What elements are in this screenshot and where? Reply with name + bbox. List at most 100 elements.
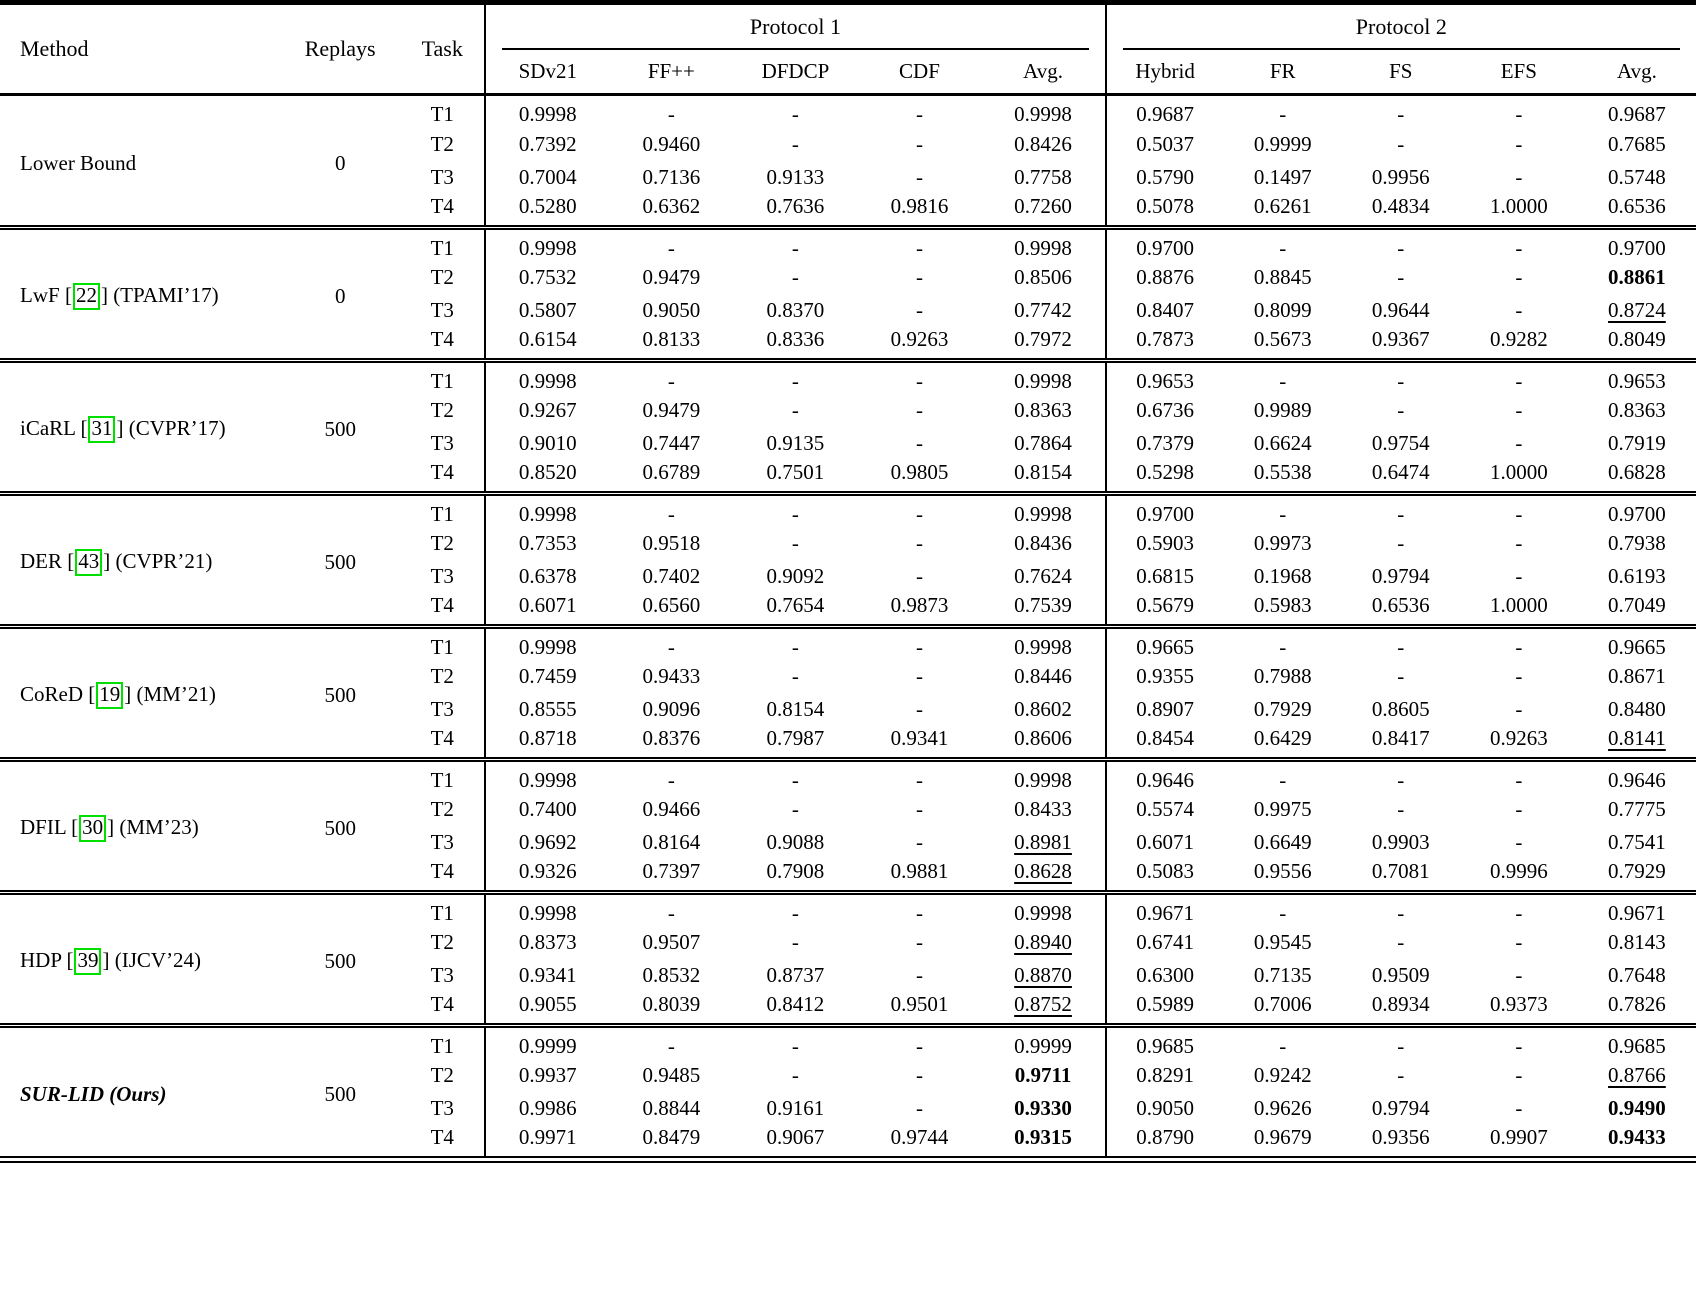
score-cell: 0.9805	[890, 459, 949, 484]
score-cell: -	[915, 929, 923, 954]
task-cell: T4	[430, 592, 454, 617]
score-cell: 0.8143	[1608, 929, 1666, 954]
score-cell: 0.9466	[642, 796, 701, 821]
citation-link[interactable]: 22	[72, 283, 100, 310]
score-cell: 0.8099	[1253, 297, 1312, 322]
task-cell: T1	[430, 1033, 454, 1058]
table-row: T2 0.7459 0.9433 - - 0.8446 0.9355 0.7988 - - 0.86…	[0, 659, 1696, 693]
score-cell: -	[667, 767, 675, 792]
score-cell: 0.8718	[484, 725, 610, 759]
score-cell: -	[915, 264, 923, 289]
score-cell: 0.9356	[1371, 1124, 1430, 1149]
score-cell: 0.9263	[1489, 725, 1548, 750]
task-cell: T3	[430, 164, 454, 189]
method-name: Lower Bound	[0, 95, 280, 228]
score-cell: -	[791, 397, 799, 422]
score-cell: 0.9501	[890, 991, 949, 1016]
score-cell: 0.9975	[1253, 796, 1312, 821]
table-row: T2 0.7400 0.9466 - - 0.8433 0.5574 0.9975 - - 0.77…	[0, 792, 1696, 826]
method-name: CoReD [19] (MM’21)	[0, 626, 280, 759]
score-cell: 0.8605	[1371, 696, 1430, 721]
method-block: iCaRL [31] (CVPR’17) 500 T1 0.9998 - - - 0.9998…	[0, 360, 1696, 493]
score-cell: 0.7685	[1608, 131, 1666, 156]
score-cell: 0.9010	[484, 426, 610, 460]
venue-text: (MM’23)	[119, 815, 199, 839]
score-cell: 0.7972	[1014, 326, 1072, 351]
citation-link[interactable]: 30	[79, 815, 107, 842]
score-cell: 0.7864	[1014, 430, 1072, 455]
method-name-text: HDP	[20, 948, 62, 972]
score-cell: 0.7648	[1608, 962, 1666, 987]
score-cell: 0.7908	[766, 858, 825, 883]
score-cell: 0.9646	[1104, 759, 1224, 793]
score-cell: -	[791, 102, 799, 127]
score-cell: 0.8602	[1014, 696, 1072, 721]
table-header: Method Replays Task Protocol 1 Protocol …	[0, 2, 1696, 95]
score-cell: -	[915, 235, 923, 260]
score-cell: -	[915, 696, 923, 721]
score-cell: 0.6736	[1104, 393, 1224, 427]
replays-value: 0	[334, 284, 346, 308]
score-cell: 0.8436	[1014, 530, 1072, 555]
score-cell: -	[667, 1033, 675, 1058]
score-cell: -	[1515, 829, 1523, 854]
replays-value: 500	[324, 1082, 356, 1106]
venue-text: (CVPR’21)	[115, 549, 213, 573]
score-cell: 0.7539	[1014, 592, 1072, 617]
table-row: DER [43] (CVPR’21) 500 T1 0.9998- - -0.9998 0.…	[0, 493, 1696, 576]
score-cell: -	[667, 102, 675, 127]
score-cell: 0.6815	[1104, 559, 1224, 593]
method-block: DFIL [30] (MM’23) 500 T1 0.9998 - - - 0.9998 0.9…	[0, 759, 1696, 892]
score-cell: 0.9816	[890, 193, 949, 218]
score-cell: 0.8291	[1104, 1058, 1224, 1092]
task-cell: T3	[430, 1095, 454, 1120]
citation-link[interactable]: 43	[75, 549, 103, 576]
score-cell: -	[915, 131, 923, 156]
task-cell: T4	[430, 193, 454, 218]
score-cell: 0.9937	[484, 1058, 610, 1092]
replays-value: 0	[334, 150, 346, 175]
table-row: T4 0.6071 0.6560 0.7654 0.9873 0.7539 0.5679 0.…	[0, 592, 1696, 626]
score-cell: 0.9373	[1489, 991, 1548, 1016]
score-cell: -	[1279, 1033, 1287, 1058]
table-row: HDP [39] (IJCV’24) 500 T1 0.9998- - -0.9998 0.…	[0, 892, 1696, 975]
method-name-text: iCaRL	[20, 416, 76, 440]
score-cell: 0.9754	[1371, 430, 1430, 455]
score-cell: 0.5748	[1608, 164, 1666, 189]
score-cell: -	[1397, 634, 1405, 659]
score-cell: 0.9700	[1608, 235, 1666, 260]
score-cell: 0.6378	[484, 559, 610, 593]
score-cell: 0.8454	[1104, 725, 1224, 759]
score-cell: 1.0000	[1489, 193, 1548, 218]
score-cell: -	[791, 368, 799, 393]
score-cell: 0.7402	[642, 563, 701, 588]
score-cell: 0.9460	[642, 131, 701, 156]
score-cell: 0.6193	[1608, 563, 1666, 588]
table-row: T4 0.8718 0.8376 0.7987 0.9341 0.8606 0.8454 0.…	[0, 725, 1696, 759]
score-cell: 0.6362	[642, 193, 701, 218]
score-cell: 0.9671	[1104, 892, 1224, 926]
score-cell: 0.9700	[1104, 227, 1224, 261]
score-cell: 0.7400	[484, 792, 610, 826]
score-cell: 0.9479	[642, 397, 701, 422]
score-cell: 0.8555	[484, 692, 610, 726]
score-cell: -	[667, 368, 675, 393]
table-row: T3 0.9010 0.7447 0.9135 - 0.7864 0.7379 0.6624 0…	[0, 426, 1696, 460]
score-cell: 0.8844	[642, 1095, 701, 1120]
citation-link[interactable]: 39	[74, 948, 102, 975]
score-cell: 0.9644	[1371, 297, 1430, 322]
score-cell: -	[791, 530, 799, 555]
score-cell: 0.8934	[1371, 991, 1430, 1016]
score-cell: 0.5903	[1104, 526, 1224, 560]
citation-link[interactable]: 19	[96, 682, 124, 709]
score-cell: -	[791, 1062, 799, 1087]
score-cell: -	[1397, 102, 1405, 127]
score-cell: -	[1279, 102, 1287, 127]
score-cell: 0.9067	[766, 1124, 825, 1149]
citation-link[interactable]: 31	[88, 416, 116, 443]
column-header-method: Method	[20, 36, 89, 61]
task-cell: T2	[430, 663, 454, 688]
table-row: T4 0.9971 0.8479 0.9067 0.9744 0.9315 0.8790 0.…	[0, 1124, 1696, 1159]
score-cell: -	[915, 1033, 923, 1058]
score-cell: 0.9055	[484, 991, 610, 1025]
